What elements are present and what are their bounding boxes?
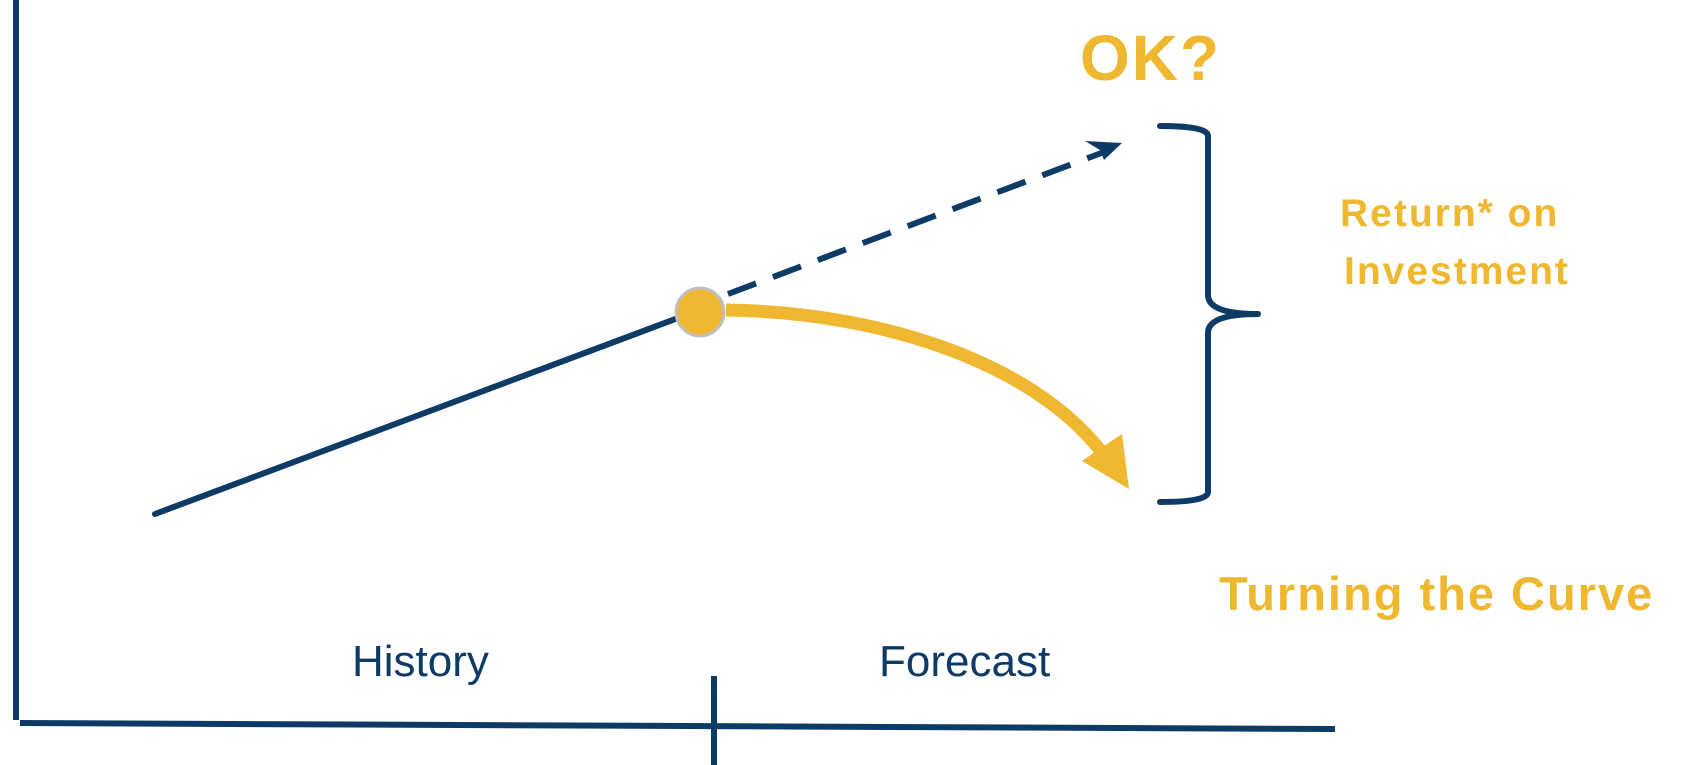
turning-curve-line	[725, 303, 1106, 455]
return-on-investment-label-line1: Return* on	[1340, 192, 1560, 235]
forecast-label: Forecast	[879, 637, 1051, 686]
history-label: History	[352, 637, 489, 686]
turning-the-curve-label: Turning the Curve	[1219, 567, 1655, 620]
turning-point-marker	[674, 286, 726, 338]
projected-trend-dashed-line	[726, 149, 1106, 297]
projected-trend-arrowhead	[1085, 141, 1122, 160]
roi-brace	[1157, 123, 1261, 505]
turning-curve-arrowhead	[1082, 434, 1129, 489]
x-axis	[19, 720, 1336, 732]
ok-question-label: OK?	[1080, 22, 1222, 94]
history-trend-line	[152, 309, 697, 517]
return-on-investment-label-line2: Investment	[1344, 250, 1570, 293]
